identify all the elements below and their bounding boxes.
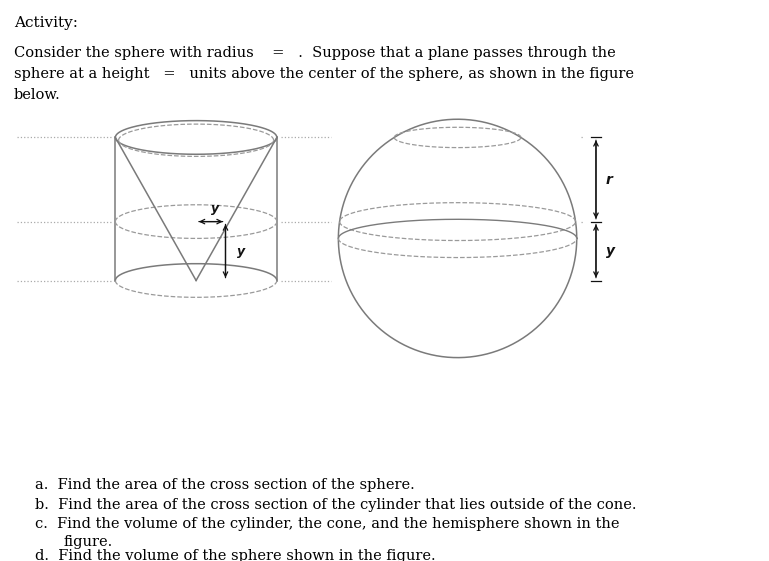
Text: a.  Find the area of the cross section of the sphere.: a. Find the area of the cross section of… (35, 478, 414, 492)
Text: Consider the sphere with radius    =   .  Suppose that a plane passes through th: Consider the sphere with radius = . Supp… (14, 46, 634, 102)
Text: d.  Find the volume of the sphere shown in the figure.: d. Find the volume of the sphere shown i… (35, 549, 435, 561)
Text: figure.: figure. (63, 535, 112, 549)
Text: r: r (606, 173, 613, 186)
Text: y: y (606, 244, 615, 258)
Text: Activity:: Activity: (14, 16, 78, 30)
Text: y: y (211, 202, 218, 215)
Text: b.  Find the area of the cross section of the cylinder that lies outside of the : b. Find the area of the cross section of… (35, 498, 636, 512)
Text: c.  Find the volume of the cylinder, the cone, and the hemisphere shown in the: c. Find the volume of the cylinder, the … (35, 517, 619, 531)
Text: y: y (237, 245, 245, 257)
